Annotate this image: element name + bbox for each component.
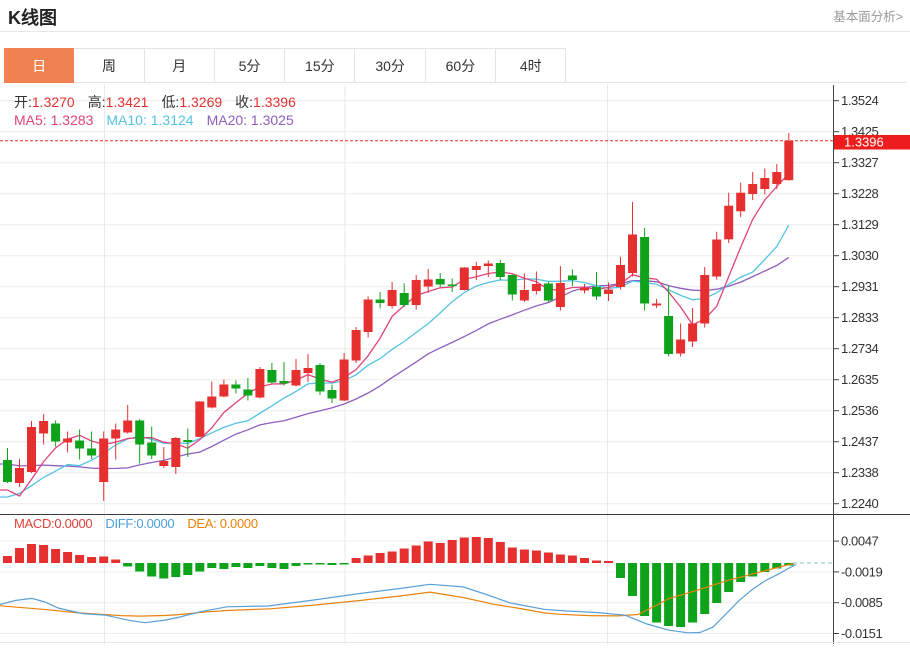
svg-text:1.3327: 1.3327 — [841, 155, 879, 170]
svg-text:1.3524: 1.3524 — [841, 93, 879, 108]
svg-text:1.3228: 1.3228 — [841, 186, 879, 201]
svg-text:1.3030: 1.3030 — [841, 248, 879, 263]
svg-text:1.2931: 1.2931 — [841, 279, 879, 294]
svg-text:1.2240: 1.2240 — [841, 496, 879, 511]
svg-text:1.3396: 1.3396 — [844, 134, 884, 149]
svg-text:1.3129: 1.3129 — [841, 217, 879, 232]
svg-text:1.2635: 1.2635 — [841, 372, 879, 387]
svg-text:1.2734: 1.2734 — [841, 341, 879, 356]
svg-text:1.2833: 1.2833 — [841, 310, 879, 325]
svg-text:-0.0085: -0.0085 — [841, 595, 882, 610]
svg-text:1.2338: 1.2338 — [841, 465, 879, 480]
svg-text:-0.0019: -0.0019 — [841, 564, 882, 579]
svg-text:0.0047: 0.0047 — [841, 534, 879, 549]
svg-text:1.2437: 1.2437 — [841, 434, 879, 449]
svg-text:-0.0151: -0.0151 — [841, 626, 882, 641]
svg-text:1.2536: 1.2536 — [841, 403, 879, 418]
